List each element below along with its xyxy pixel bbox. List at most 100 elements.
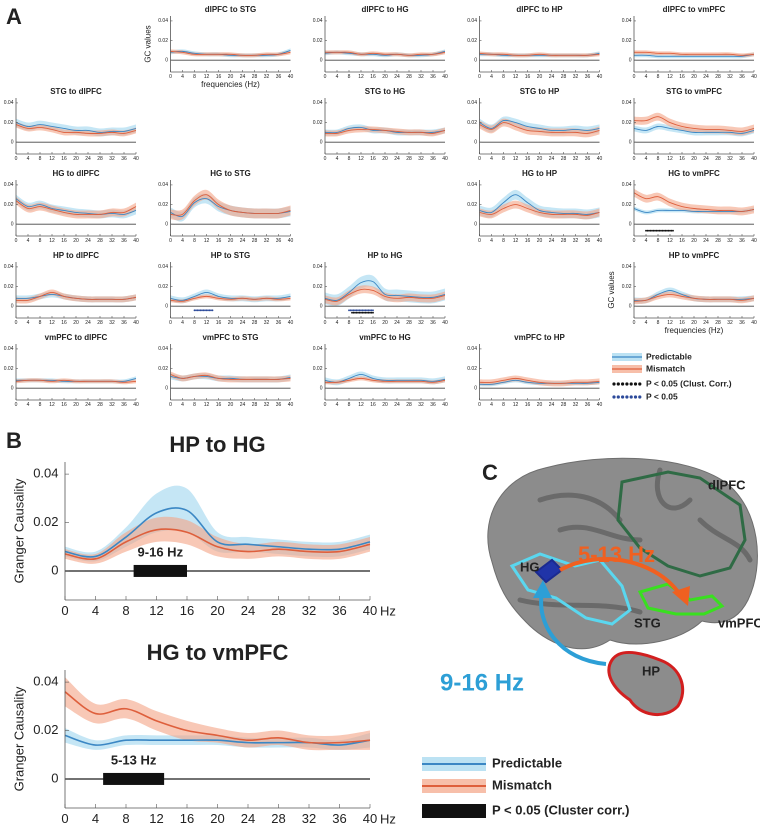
- x-tick-label: 24: [240, 402, 246, 408]
- legend-dot: [633, 382, 638, 386]
- y-tick-label: 0.04: [467, 182, 477, 188]
- x-tick-label: 24: [703, 74, 709, 80]
- sig-dot: [658, 229, 661, 232]
- x-tick-label: 40: [442, 156, 448, 162]
- sig-dot: [202, 309, 205, 312]
- legend-dot: [612, 395, 616, 399]
- y-tick-label: 0.02: [467, 38, 477, 44]
- x-tick-label: 28: [97, 320, 103, 326]
- legend-label: Predictable: [492, 755, 562, 770]
- x-tick-label: 0: [324, 320, 327, 326]
- series-line: [633, 116, 755, 132]
- series-line: [633, 293, 755, 302]
- legend-dot: [616, 382, 620, 386]
- legend-dot: [638, 395, 642, 399]
- x-tick-label: 8: [193, 238, 196, 244]
- y-tick-label: 0.04: [4, 346, 14, 352]
- arrow-hp-hg: [539, 591, 607, 666]
- y-tick-label: 0.04: [467, 18, 477, 24]
- x-tick-label: 4: [645, 156, 648, 162]
- chart-title: HG to dlPFC: [52, 169, 99, 178]
- x-tick-label: 20: [210, 603, 224, 618]
- legend-label: P < 0.05: [646, 391, 678, 401]
- significance-dots: [645, 229, 674, 232]
- x-tick-label: 20: [691, 238, 697, 244]
- series-line: [324, 280, 446, 301]
- chart-title: dlPFC to HG: [361, 5, 408, 14]
- x-tick-label: 16: [61, 238, 67, 244]
- y-tick-label: 0.04: [158, 264, 168, 270]
- x-tick-label: 12: [513, 402, 519, 408]
- x-tick-label: 16: [216, 238, 222, 244]
- sig-dot: [211, 309, 214, 312]
- sig-dot: [651, 229, 653, 232]
- legend-dot: [638, 382, 642, 386]
- x-tick-label: 28: [252, 238, 258, 244]
- chart-title: HP to STG: [211, 251, 250, 260]
- x-tick-label: 16: [370, 156, 376, 162]
- x-tick-label: 40: [751, 74, 757, 80]
- x-tick-label: 20: [691, 320, 697, 326]
- x-tick-label: 40: [363, 603, 377, 618]
- significance-bar: [103, 772, 165, 785]
- sig-dot: [364, 311, 367, 314]
- dlpfc-outline: [616, 470, 747, 578]
- x-tick-label: 40: [288, 74, 294, 80]
- x-tick-label: 24: [703, 238, 709, 244]
- series-line: [15, 124, 137, 134]
- x-tick-label: 40: [288, 238, 294, 244]
- y-tick-label: 0.02: [4, 120, 14, 126]
- x-tick-label: 40: [363, 811, 377, 826]
- x-tick-label: 8: [122, 603, 129, 618]
- x-tick-label: 4: [27, 402, 30, 408]
- x-tick-label: 28: [715, 156, 721, 162]
- x-tick-label: 32: [727, 74, 733, 80]
- error-band: [65, 516, 370, 564]
- panel-c: C dlPFC HG STG vmPFC HP 5-13 Hz 9-16 Hz: [440, 457, 760, 716]
- x-tick-label: 40: [597, 402, 603, 408]
- y-tick-label: 0: [320, 140, 323, 146]
- significance-label: 9-16 Hz: [138, 544, 184, 559]
- y-tick-label: 0: [629, 140, 632, 146]
- legend-label: Predictable: [646, 351, 692, 361]
- series-line: [324, 377, 446, 383]
- sig-dot: [654, 229, 656, 232]
- chart: 0 4 8 12 16 20 24 28 32 36 40 0 0.02 0.04 HG to vmPFC G…: [11, 640, 395, 827]
- y-tick-label: 0.02: [622, 202, 632, 208]
- x-tick-label: 4: [645, 238, 648, 244]
- x-tick-label: 8: [348, 156, 351, 162]
- error-band: [634, 50, 754, 58]
- x-tick-label: 4: [27, 156, 30, 162]
- x-tick-label: 24: [85, 402, 91, 408]
- x-tick-label: 36: [739, 74, 745, 80]
- y-tick-label: 0.02: [313, 284, 323, 290]
- x-tick-label: 20: [691, 74, 697, 80]
- x-tick-label: 40: [597, 74, 603, 80]
- series-line: [64, 507, 371, 558]
- sig-dot: [352, 311, 355, 314]
- x-tick-label: 20: [228, 402, 234, 408]
- x-tick-label: 28: [561, 156, 567, 162]
- x-tick-label: 36: [739, 238, 745, 244]
- y-tick-label: 0: [629, 222, 632, 228]
- error-band: [170, 371, 291, 383]
- chart-title: STG to vmPFC: [666, 87, 722, 96]
- legend-dot: [629, 395, 633, 399]
- series-line: [64, 528, 371, 561]
- x-tick-label: 16: [525, 74, 531, 80]
- x-tick-label: 24: [85, 238, 91, 244]
- x-tick-label: 20: [73, 156, 79, 162]
- region-label: dlPFC: [708, 477, 746, 492]
- x-tick-label: 32: [418, 156, 424, 162]
- x-tick-label: 28: [715, 238, 721, 244]
- legend-dot: [621, 395, 625, 399]
- y-tick-label: 0.04: [158, 18, 168, 24]
- x-tick-label: 32: [573, 238, 579, 244]
- x-tick-label: 24: [394, 156, 400, 162]
- legend-dot: [616, 395, 620, 399]
- x-tick-label: 8: [657, 156, 660, 162]
- small-chart: 0 4 8 12 16 20 24 28 32 36 40 0 0.02 0.04 dlPFC to vmP…: [622, 5, 757, 80]
- x-tick-label: 16: [679, 74, 685, 80]
- x-tick-label: 12: [667, 74, 673, 80]
